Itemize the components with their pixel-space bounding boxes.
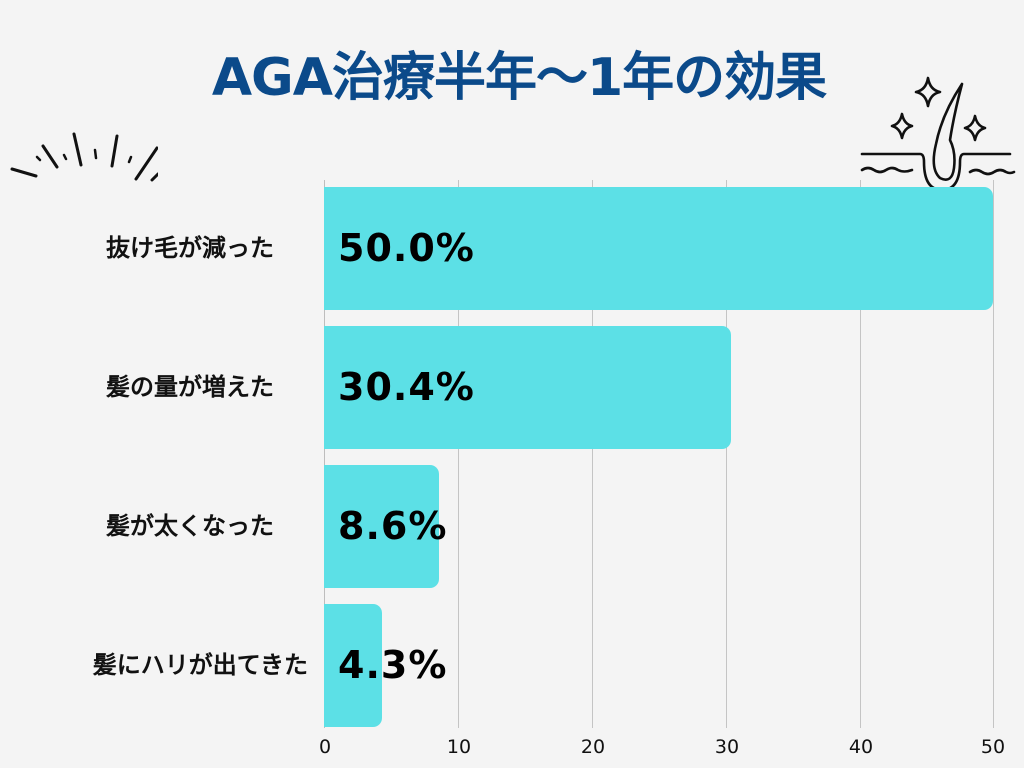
bar-value-label: 8.6% [338, 504, 448, 548]
bar-hair-volume-increased [324, 326, 731, 449]
gridline [993, 180, 994, 728]
x-tick-label: 30 [714, 736, 740, 758]
x-tick-label: 10 [446, 736, 472, 758]
y-axis-line [324, 180, 325, 728]
bar-value-label: 50.0% [338, 226, 475, 270]
bar-hair-firmer [324, 604, 382, 727]
x-tick-label: 50 [980, 736, 1006, 758]
x-tick-label: 40 [848, 736, 874, 758]
gridline [860, 180, 861, 728]
category-label: 髪の量が増えた [106, 373, 274, 401]
chart-title: AGA治療半年〜1年の効果 [211, 48, 827, 108]
category-label: 髪にハリが出てきた [92, 651, 308, 679]
bar-hair-thicker [324, 465, 439, 588]
bar-hair-loss-reduced [324, 187, 993, 310]
gridline [592, 180, 593, 728]
category-label: 髪が太くなった [106, 512, 274, 540]
gridline [458, 180, 459, 728]
plot-area: 50.0% 30.4% 8.6% 4.3% [324, 180, 994, 728]
bar-value-label: 4.3% [338, 643, 448, 687]
category-label: 抜け毛が減った [106, 234, 274, 262]
x-tick-label: 0 [318, 736, 332, 758]
burst-lines-icon [10, 132, 158, 182]
hair-follicle-sparkle-icon [860, 76, 1016, 192]
gridline [726, 180, 727, 728]
bar-value-label: 30.4% [338, 365, 475, 409]
x-tick-label: 20 [580, 736, 606, 758]
